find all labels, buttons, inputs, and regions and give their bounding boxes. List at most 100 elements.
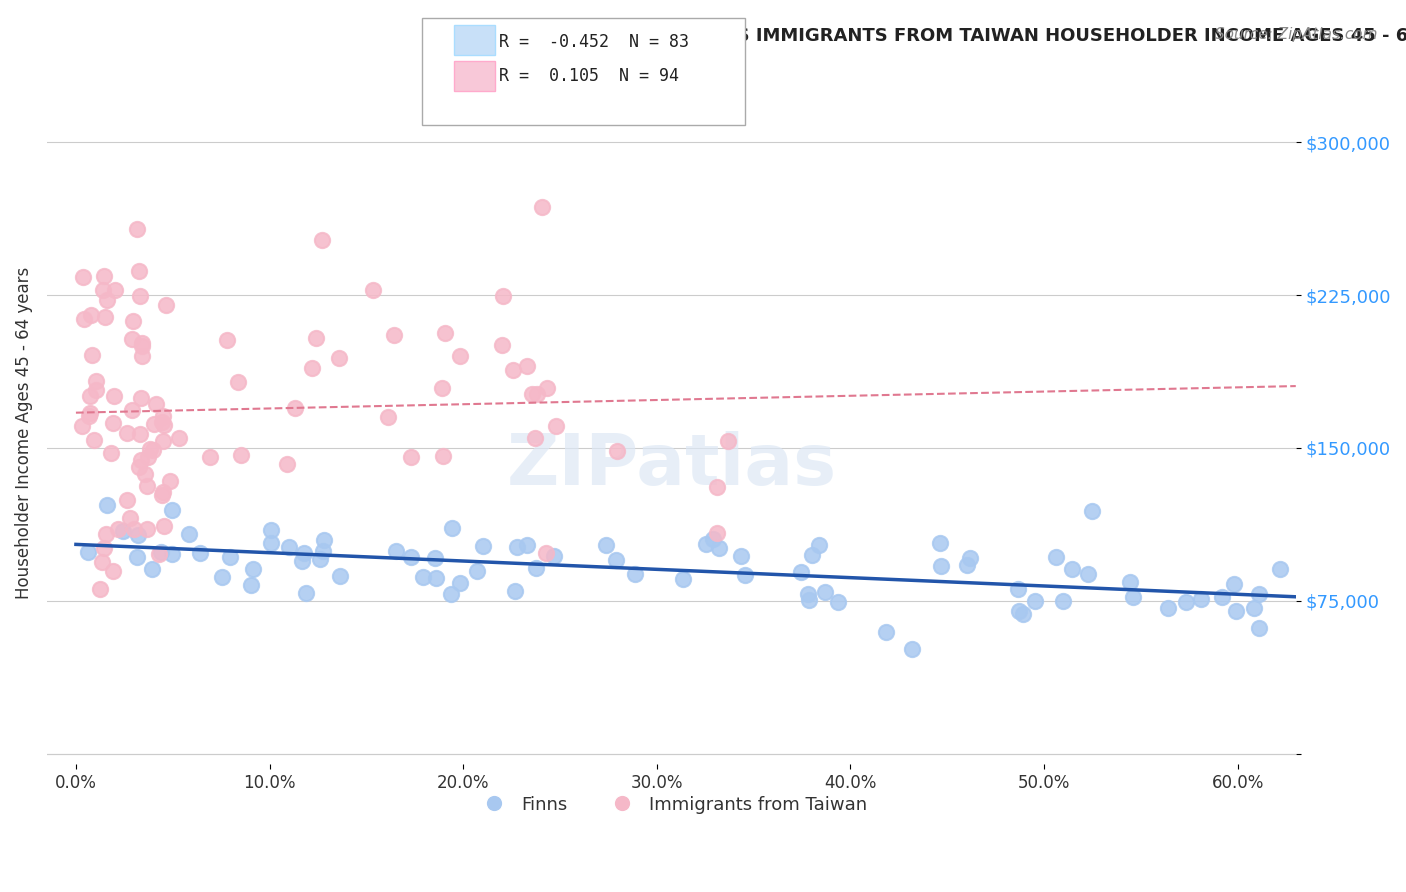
Point xyxy=(1189,591,1212,606)
Point xyxy=(152,409,174,423)
Point xyxy=(1077,567,1099,582)
Point xyxy=(152,434,174,449)
Point xyxy=(440,521,463,535)
Point xyxy=(730,549,752,563)
Point xyxy=(425,571,447,585)
Point xyxy=(103,389,125,403)
Point xyxy=(277,540,299,554)
Point xyxy=(77,545,100,559)
Point xyxy=(260,535,283,549)
Point xyxy=(260,523,283,537)
Point xyxy=(1225,604,1247,618)
Point xyxy=(276,458,298,472)
Point xyxy=(188,546,211,560)
Point xyxy=(1007,582,1029,596)
Point xyxy=(796,587,818,601)
Point xyxy=(93,541,115,556)
Point xyxy=(1222,577,1244,591)
Point xyxy=(875,624,897,639)
Point xyxy=(242,561,264,575)
Point xyxy=(131,335,153,350)
Point xyxy=(152,488,174,502)
Point xyxy=(96,498,118,512)
Point xyxy=(160,547,183,561)
Point xyxy=(546,419,568,434)
Point xyxy=(536,380,558,394)
Point xyxy=(295,585,318,599)
Point xyxy=(928,536,950,550)
Point xyxy=(162,503,184,517)
Point xyxy=(122,523,145,537)
Point xyxy=(606,444,628,458)
Point xyxy=(159,474,181,488)
Point xyxy=(314,533,336,548)
Legend: Finns, Immigrants from Taiwan: Finns, Immigrants from Taiwan xyxy=(468,789,875,821)
Point xyxy=(211,570,233,584)
Point xyxy=(101,417,124,431)
Point xyxy=(624,567,647,582)
Point xyxy=(89,582,111,596)
Point xyxy=(231,448,253,462)
Point xyxy=(136,522,159,536)
Point xyxy=(1060,562,1083,576)
Point xyxy=(672,572,695,586)
Point xyxy=(956,558,979,573)
Point xyxy=(790,565,813,579)
Point xyxy=(301,360,323,375)
Point xyxy=(104,284,127,298)
Point xyxy=(1024,593,1046,607)
Point xyxy=(931,558,953,573)
Point xyxy=(141,562,163,576)
Text: R =  0.105  N = 94: R = 0.105 N = 94 xyxy=(499,67,679,85)
Point xyxy=(491,337,513,351)
Point xyxy=(134,467,156,482)
Point xyxy=(291,554,314,568)
Point xyxy=(228,375,250,389)
Point xyxy=(813,585,835,599)
Point xyxy=(122,314,145,328)
Point xyxy=(312,543,335,558)
Point xyxy=(131,339,153,353)
Text: Source: ZipAtlas.com: Source: ZipAtlas.com xyxy=(1215,27,1378,42)
Point xyxy=(1081,504,1104,518)
Point xyxy=(136,450,159,464)
Point xyxy=(516,359,538,373)
Point xyxy=(506,540,529,554)
Point xyxy=(432,380,454,394)
Point xyxy=(412,570,434,584)
Point xyxy=(695,537,717,551)
Point xyxy=(399,550,422,565)
Point xyxy=(328,351,350,366)
Point xyxy=(152,518,174,533)
Point xyxy=(129,427,152,442)
Point xyxy=(79,389,101,403)
Point xyxy=(534,545,557,559)
Point xyxy=(121,402,143,417)
Text: ZIPatlas: ZIPatlas xyxy=(506,432,837,500)
Point xyxy=(543,549,565,564)
Point xyxy=(115,425,138,440)
Point xyxy=(959,550,981,565)
Point xyxy=(1008,604,1031,618)
Point xyxy=(240,578,263,592)
Point xyxy=(1157,600,1180,615)
Point xyxy=(808,538,831,552)
Point xyxy=(152,484,174,499)
Point xyxy=(215,334,238,348)
Point xyxy=(1243,601,1265,615)
Point xyxy=(127,528,149,542)
Point xyxy=(91,284,114,298)
Point xyxy=(433,326,456,340)
Point xyxy=(149,544,172,558)
Point xyxy=(129,391,152,405)
Point xyxy=(1011,607,1033,621)
Point xyxy=(129,452,152,467)
Point xyxy=(524,431,547,445)
Point xyxy=(706,480,728,494)
Point xyxy=(86,375,108,389)
Point xyxy=(522,386,544,401)
Point xyxy=(1122,590,1144,604)
Point xyxy=(117,493,139,508)
Point xyxy=(800,548,823,562)
Point xyxy=(363,284,385,298)
